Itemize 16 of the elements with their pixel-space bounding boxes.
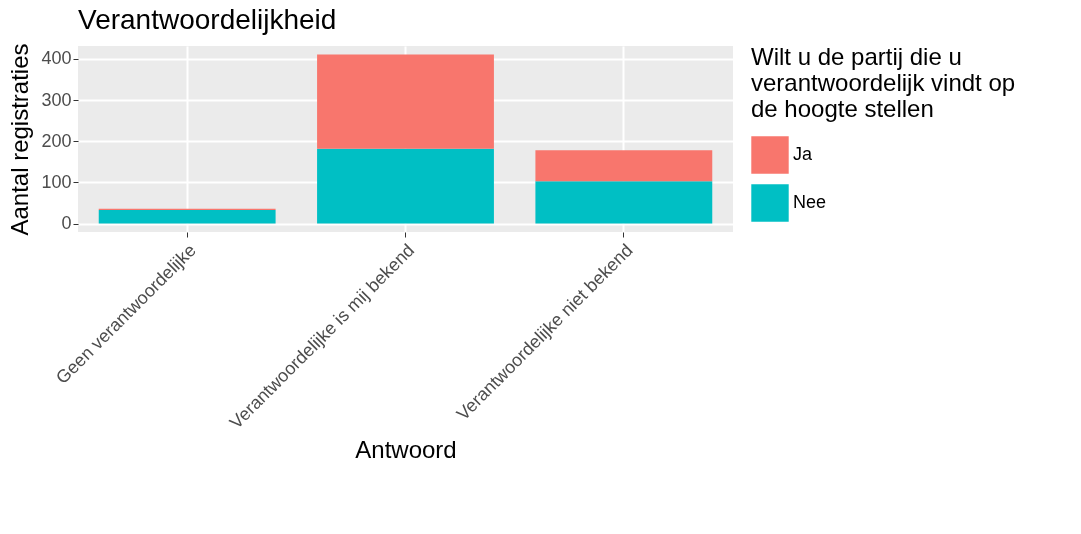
bar: [317, 148, 494, 224]
legend-label: Ja: [793, 144, 813, 164]
y-tick-label: 100: [41, 171, 72, 192]
chart-title: Verantwoordelijkheid: [78, 3, 337, 35]
legend-label: Nee: [793, 192, 827, 212]
y-axis-title: Aantal registraties: [6, 43, 34, 236]
y-tick-label: 0: [61, 213, 72, 234]
bar: [535, 181, 713, 224]
x-axis-title: Antwoord: [355, 435, 457, 463]
bar: [535, 150, 713, 182]
bar: [98, 209, 276, 224]
y-tick-label: 400: [41, 48, 72, 69]
y-tick-label: 200: [41, 130, 72, 151]
y-tick-label: 300: [41, 89, 72, 110]
legend-title: Wilt u de partij die u verantwoordelijk vindt op de hoogte stellen: [751, 43, 1016, 122]
bar: [317, 54, 494, 149]
